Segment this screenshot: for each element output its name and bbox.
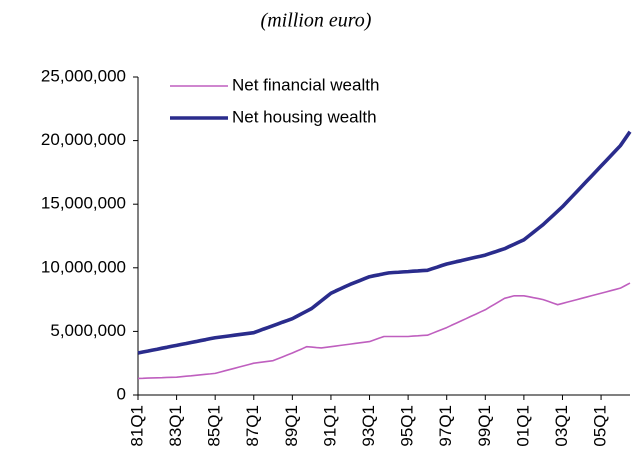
x-tick-label: 91Q1: [320, 405, 339, 447]
x-tick-label: 97Q1: [436, 405, 455, 447]
y-tick-label: 25,000,000: [41, 66, 126, 85]
x-tick-label: 03Q1: [552, 405, 571, 447]
x-tick-label: 89Q1: [282, 405, 301, 447]
legend-label: Net financial wealth: [232, 75, 379, 94]
y-tick-label: 20,000,000: [41, 130, 126, 149]
x-tick-label: 83Q1: [166, 405, 185, 447]
y-tick-label: 0: [117, 384, 126, 403]
x-tick-label: 81Q1: [127, 405, 146, 447]
x-tick-label: 93Q1: [359, 405, 378, 447]
x-tick-label: 95Q1: [398, 405, 417, 447]
legend-label: Net housing wealth: [232, 107, 377, 126]
x-tick-label: 85Q1: [205, 405, 224, 447]
x-tick-label: 01Q1: [513, 405, 532, 447]
y-tick-label: 5,000,000: [50, 321, 126, 340]
x-tick-label: 05Q1: [591, 405, 610, 447]
y-tick-label: 10,000,000: [41, 257, 126, 276]
x-tick-label: 99Q1: [475, 405, 494, 447]
x-tick-label: 87Q1: [243, 405, 262, 447]
line-series: [137, 282, 631, 380]
y-tick-label: 15,000,000: [41, 194, 126, 213]
line-series: [137, 130, 632, 355]
chart-title: (million euro): [261, 10, 372, 32]
